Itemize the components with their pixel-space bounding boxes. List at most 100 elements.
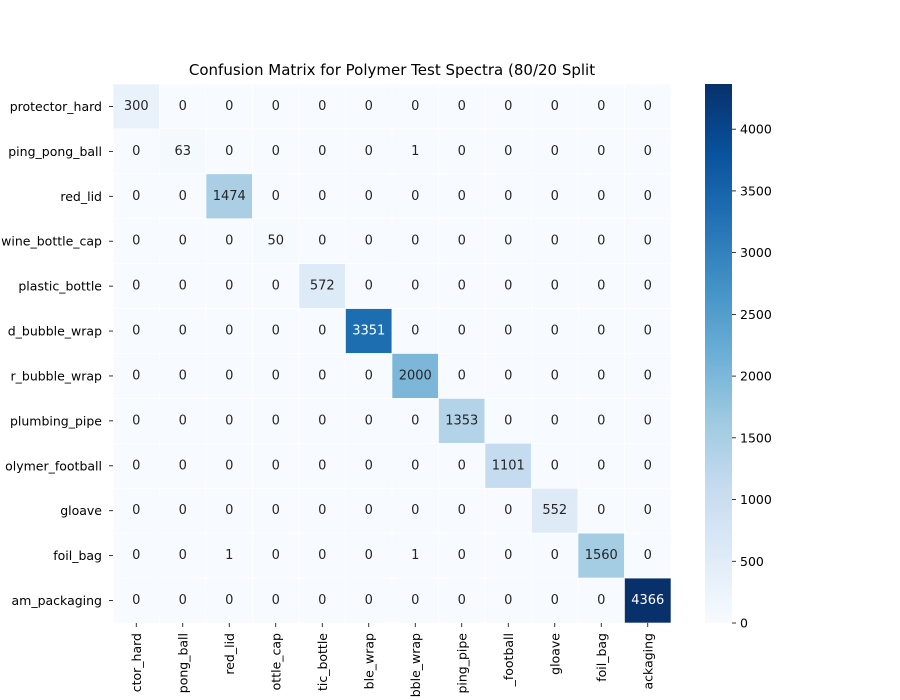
cell-value-label: 0 [597, 234, 605, 249]
heatmap-cell [438, 532, 486, 579]
heatmap-cell [531, 218, 579, 264]
cell-value-label: 0 [179, 413, 187, 428]
colorbar-tick-label: 2000 [740, 369, 772, 384]
cell-value-label: 0 [132, 189, 140, 204]
cell-value-label: 0 [504, 234, 512, 249]
heatmap-cell [438, 83, 486, 130]
cell-value-label: 0 [318, 413, 326, 428]
cell-value-label: 1101 [492, 458, 525, 473]
cell-value-label: 0 [597, 503, 605, 518]
heatmap-cell [298, 128, 346, 175]
cell-value-label: 1 [225, 548, 233, 563]
cell-value-label: 0 [318, 99, 326, 114]
heatmap-cell [391, 353, 439, 399]
cell-value-label: 0 [365, 548, 373, 563]
cell-value-label: 0 [318, 144, 326, 159]
cell-value-label: 0 [179, 99, 187, 114]
cell-value-label: 0 [411, 324, 419, 339]
row-tick-label: red_lid [60, 189, 102, 204]
cell-value-label: 3351 [352, 324, 385, 339]
cell-value-label: 0 [597, 99, 605, 114]
cell-value-label: 0 [411, 189, 419, 204]
column-tick-label: ackaging [640, 633, 655, 689]
row-tick-label: foil_bag [53, 548, 102, 563]
heatmap-cell [112, 173, 160, 220]
row-tick-label: am_packaging [12, 593, 103, 608]
cell-value-label: 0 [458, 189, 466, 204]
heatmap-cell [345, 532, 393, 579]
heatmap-cell [577, 218, 625, 264]
heatmap-cell [577, 263, 625, 309]
cell-value-label: 0 [504, 503, 512, 518]
cell-value-label: 0 [644, 234, 652, 249]
chart-title: Confusion Matrix for Polymer Test Spectr… [189, 61, 595, 79]
cell-value-label: 0 [458, 548, 466, 563]
cell-value-label: 0 [551, 548, 559, 563]
cell-value-label: 4366 [631, 593, 664, 608]
heatmap-cell [577, 398, 625, 444]
heatmap-cell [298, 263, 346, 309]
row-tick-label: ping_pong_ball [8, 144, 102, 159]
cell-value-label: 0 [132, 234, 140, 249]
heatmap-cell [345, 128, 393, 175]
cell-value-label: 0 [179, 548, 187, 563]
cell-value-label: 0 [504, 324, 512, 339]
cell-value-label: 0 [132, 593, 140, 608]
cell-value-label: 0 [318, 503, 326, 518]
heatmap-cell [391, 532, 439, 579]
cell-value-label: 0 [225, 279, 233, 294]
cell-value-label: 0 [458, 324, 466, 339]
cell-value-label: 0 [179, 458, 187, 473]
row-tick-label: protector_hard [10, 99, 102, 114]
cell-value-label: 0 [318, 593, 326, 608]
cell-value-label: 0 [318, 548, 326, 563]
heatmap-cell [298, 487, 346, 534]
column-tick-label: bble_wrap [408, 633, 423, 697]
cell-value-label: 0 [504, 279, 512, 294]
cell-value-label: 0 [179, 593, 187, 608]
heatmap-cell [205, 263, 253, 309]
cell-value-label: 0 [504, 99, 512, 114]
cell-value-label: 0 [272, 99, 280, 114]
cell-value-label: 0 [458, 279, 466, 294]
heatmap-cell [252, 173, 300, 220]
cell-value-label: 0 [551, 368, 559, 383]
cell-value-label: 0 [272, 368, 280, 383]
cell-value-label: 0 [458, 458, 466, 473]
colorbar-tick-label: 3500 [740, 183, 772, 198]
column-tick-label: foil_bag [594, 633, 609, 682]
cell-value-label: 0 [225, 413, 233, 428]
cell-value-label: 0 [551, 234, 559, 249]
cell-value-label: 0 [225, 503, 233, 518]
colorbar [705, 84, 732, 623]
heatmap-cell [252, 398, 300, 444]
cell-value-label: 0 [365, 189, 373, 204]
cell-value-label: 0 [179, 279, 187, 294]
heatmap-cell [391, 308, 439, 354]
colorbar-tick-label: 3000 [740, 245, 772, 260]
heatmap-cell [624, 353, 672, 399]
row-tick-label: r_bubble_wrap [11, 368, 103, 383]
cell-value-label: 0 [318, 458, 326, 473]
cell-value-label: 0 [551, 413, 559, 428]
cell-value-label: 0 [504, 548, 512, 563]
cell-value-label: 63 [174, 144, 191, 159]
cell-value-label: 0 [365, 593, 373, 608]
cell-value-label: 0 [365, 368, 373, 383]
cell-value-label: 0 [365, 99, 373, 114]
heatmap-cell [438, 308, 486, 354]
cell-value-label: 572 [310, 279, 335, 294]
cell-value-label: 0 [179, 503, 187, 518]
cell-value-label: 0 [225, 144, 233, 159]
cell-value-label: 0 [272, 413, 280, 428]
heatmap-cell [298, 353, 346, 399]
heatmap-cell [205, 577, 253, 624]
cell-value-label: 0 [551, 279, 559, 294]
cell-value-label: 0 [411, 503, 419, 518]
cell-value-label: 0 [179, 368, 187, 383]
heatmap-cell [438, 128, 486, 175]
cell-value-label: 0 [411, 279, 419, 294]
heatmap-cell [159, 443, 207, 489]
heatmap-cell [531, 398, 579, 444]
column-tick-label: ctor_hard [129, 633, 144, 692]
